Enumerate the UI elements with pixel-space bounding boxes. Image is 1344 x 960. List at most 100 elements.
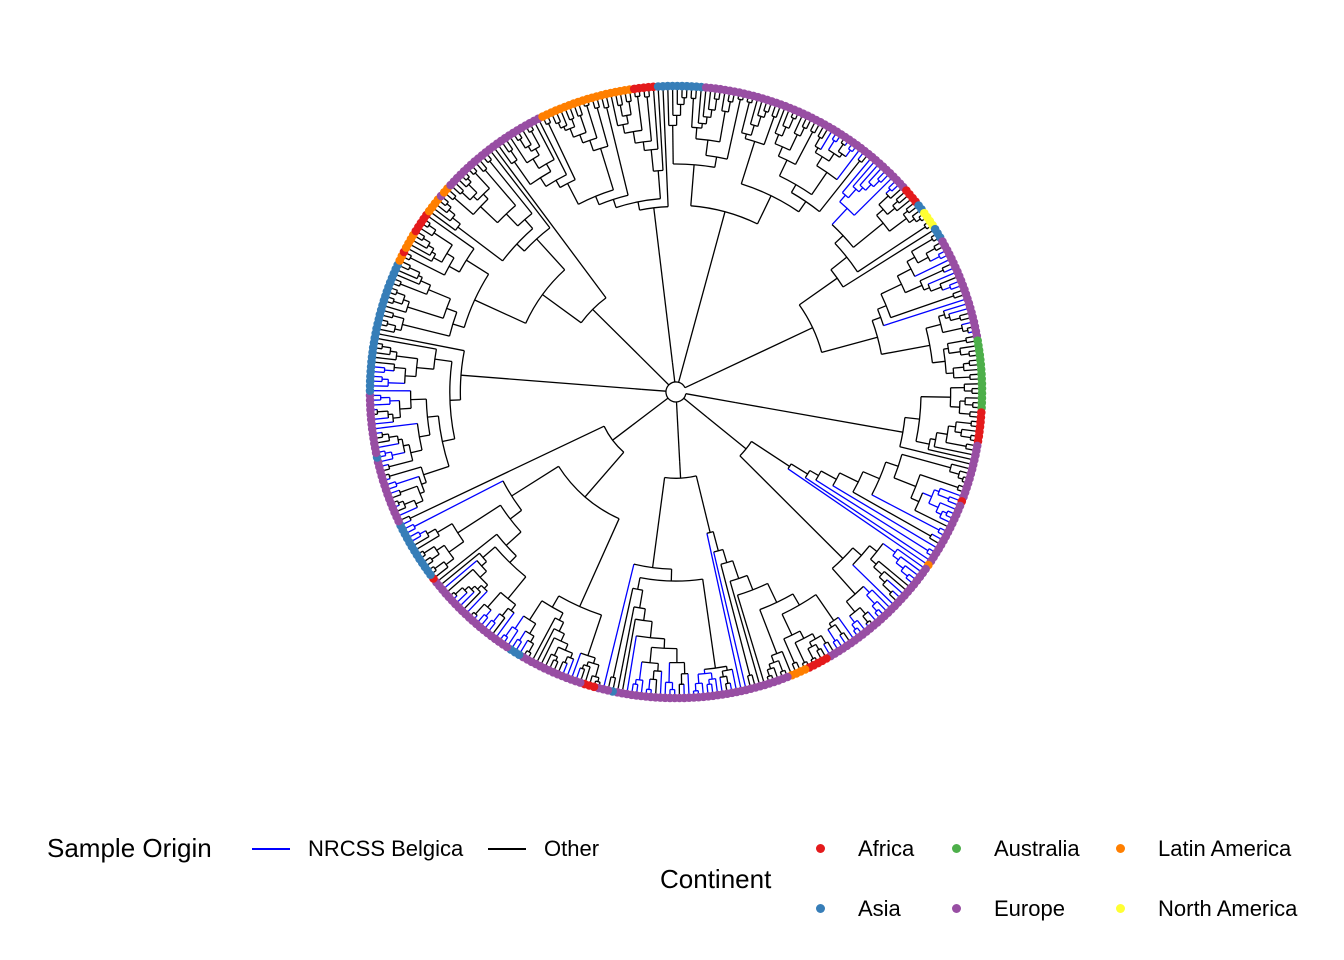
tip-branch [495,612,515,638]
branch [464,586,470,591]
tip-branch [652,88,659,150]
tip-branch [440,552,480,586]
branch [866,594,876,605]
branch [792,593,800,606]
branch [920,396,951,398]
branch [919,473,959,489]
branch-arc [394,481,398,487]
branch-arc [885,192,892,199]
branch [392,416,401,419]
branch [470,585,476,590]
branch [712,531,719,551]
branch [759,609,778,654]
branch [501,607,509,617]
branch [756,195,772,225]
tip-branch [373,417,389,420]
tip-branch [787,468,928,565]
branch [878,195,889,206]
tip-branch [939,502,957,511]
branch [887,207,896,215]
tip-branch [842,229,934,288]
tip-branch [566,658,575,677]
branch [739,455,844,559]
branch [727,101,731,113]
branch [837,143,844,152]
branch [740,102,750,133]
branch [419,491,425,495]
branch [592,308,641,358]
branch [651,477,666,568]
branch [720,564,751,676]
branch [505,213,519,227]
branch-arc [965,337,968,343]
branch [524,219,534,230]
branch [885,461,899,467]
branch [893,477,917,488]
branch [959,412,970,415]
branch [555,179,561,188]
branch [925,323,941,329]
tip-branch [900,556,922,573]
branch [746,575,754,591]
branch-arc [852,186,860,193]
tip-branch [729,581,761,685]
tree-tips [365,81,987,703]
branch [916,218,921,223]
branch [641,388,667,392]
branch [698,327,813,382]
legend-dot-latin-america [1116,844,1125,853]
branch-arc [942,310,947,319]
tip-branch [662,88,669,207]
branch [409,267,421,274]
branch [954,431,962,434]
branch [510,150,518,161]
branch [869,545,878,553]
branch [763,111,767,118]
branch [387,323,396,327]
branch-arc [622,114,632,117]
branch-arc [474,585,481,593]
legend-dot-north-america [1116,904,1125,913]
branch [414,480,504,528]
branch-arc [720,560,733,565]
branch [542,294,582,324]
branch [518,630,527,641]
branch [388,459,413,468]
branch [384,369,395,372]
branch [885,188,891,194]
branch [442,438,455,443]
branch [487,591,502,608]
branch [399,407,412,410]
branch [402,323,450,337]
branch [579,115,587,133]
branch [948,425,956,428]
branch-arc [893,454,903,479]
branch-arc [636,678,643,681]
branch [783,638,795,664]
branch-arc [562,661,568,665]
branch [599,148,615,191]
branch [751,440,790,467]
tip-branch [820,130,833,150]
branch [725,676,729,684]
tip-branch [782,109,790,126]
tip-branch [493,147,607,299]
branch [594,196,600,205]
branch [416,366,434,370]
legend-dot-australia [952,844,961,853]
branch [632,131,636,144]
branch [726,99,741,160]
branch [950,406,960,408]
branch [483,584,489,589]
branch [668,662,671,683]
branch-arc [942,349,947,374]
branch-arc [422,550,426,556]
legend-label-australia: Australia [994,836,1080,861]
branch-arc [458,248,475,273]
legend-dot-africa [816,844,825,853]
branch-arc [454,223,461,231]
branch-arc [633,563,672,570]
branch-arc [802,661,807,665]
legend-label-asia: Asia [858,896,901,921]
branch [643,608,646,621]
